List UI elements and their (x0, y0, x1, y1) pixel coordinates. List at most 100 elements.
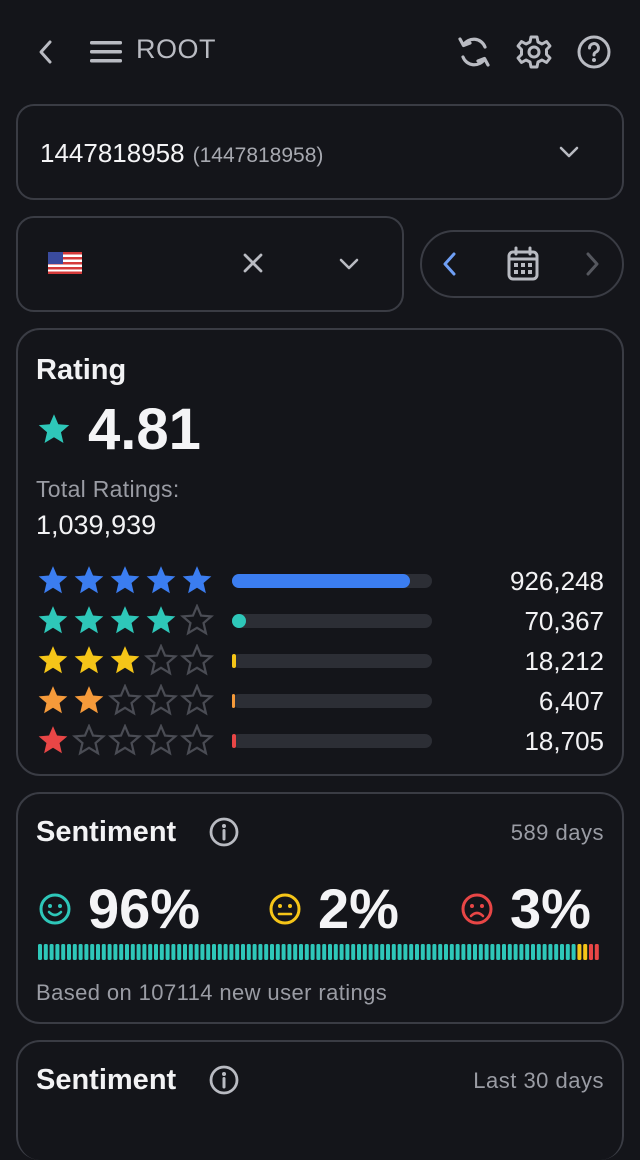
date-navigator (420, 230, 624, 298)
rating-count: 18,705 (524, 726, 604, 756)
sentiment-bar-segment (61, 944, 66, 960)
sentiment-bar-segment (119, 944, 124, 960)
sentiment-bar-segment (55, 944, 60, 960)
sentiment-bar-segment (84, 944, 89, 960)
sentiment-bar-segment (351, 944, 356, 960)
sentiment-bar-segment (322, 944, 327, 960)
sentiment-bar-segment (252, 944, 257, 960)
country-selector[interactable] (16, 216, 404, 312)
sad-face-icon (461, 893, 493, 925)
refresh-icon[interactable] (456, 34, 492, 70)
star-filled-icon (182, 566, 212, 594)
star-row-2 (36, 683, 216, 721)
sentiment-bar-segment (438, 944, 443, 960)
happy-face-icon (39, 893, 71, 925)
sentiment-bar-segment (287, 944, 292, 960)
star-empty-icon (179, 603, 215, 636)
sentiment-bar-segment (525, 944, 530, 960)
rating-card: Rating 4.81 Total Ratings: 1,039,939 926… (16, 328, 624, 776)
previous-chevron-icon[interactable] (440, 250, 460, 278)
sentiment-bar-segment (171, 944, 176, 960)
sentiment-bar-segment (90, 944, 95, 960)
star-row-1 (36, 723, 216, 761)
sentiment-bar-segment (571, 944, 576, 960)
sentiment-bar-segment (142, 944, 147, 960)
app-name-text: 1447818958 (40, 138, 185, 168)
sentiment-bar-segment (200, 944, 205, 960)
star-empty-icon (107, 723, 143, 756)
sentiment-bar-segment (507, 944, 512, 960)
sentiment-bar-segment (403, 944, 408, 960)
rating-bar-fill (232, 614, 246, 628)
back-chevron-icon[interactable] (34, 38, 58, 66)
sentiment-bar (38, 944, 599, 960)
sentiment-bar-segment (154, 944, 158, 960)
sentiment-bar-segment (107, 944, 112, 960)
app-selector[interactable]: 1447818958 (1447818958) (16, 104, 624, 200)
star-filled-icon (38, 606, 68, 634)
sentiment-bar-segment (113, 944, 118, 960)
star-row-5 (36, 564, 216, 601)
rating-bar-track (232, 654, 432, 668)
sentiment-bar-segment (183, 944, 187, 960)
star-empty-icon (71, 723, 107, 756)
star-empty-icon (179, 683, 215, 716)
sentiment-bar-segment (519, 944, 524, 960)
rating-bar-track (232, 614, 432, 628)
star-icon (38, 414, 70, 444)
sentiment-card: Sentiment 589 days 96% 2% 3% Based on 10… (16, 792, 624, 1024)
star-filled-icon (74, 686, 104, 714)
info-icon[interactable] (208, 1064, 240, 1096)
sentiment-bar-segment (165, 944, 170, 960)
sentiment-bar-segment (357, 944, 361, 960)
sentiment-bar-segment (386, 944, 390, 960)
star-filled-icon (38, 686, 68, 714)
menu-icon[interactable] (90, 40, 122, 64)
sentiment-bar-segment (206, 944, 211, 960)
chevron-down-icon[interactable] (558, 142, 580, 162)
calendar-icon[interactable] (506, 246, 540, 282)
sentiment-bar-segment (432, 944, 437, 960)
rating-count: 6,407 (538, 686, 604, 716)
next-chevron-icon[interactable] (582, 250, 602, 278)
help-icon[interactable] (576, 34, 612, 70)
star-empty-icon (179, 643, 215, 676)
sentiment-bar-segment (130, 944, 135, 960)
sentiment-bar-segment (345, 944, 350, 960)
clear-x-icon[interactable] (242, 252, 264, 274)
star-empty-icon (143, 643, 179, 676)
sentiment-bar-segment (136, 944, 141, 960)
sentiment-bar-segment (554, 944, 559, 960)
sentiment-bar-segment (235, 944, 240, 960)
chevron-down-icon[interactable] (338, 254, 360, 274)
sentiment-bar-segment (159, 944, 164, 960)
sentiment-bar-segment (542, 944, 547, 960)
app-id-label: (1447818958) (192, 144, 324, 167)
sentiment-bar-segment (374, 944, 379, 960)
sentiment-bar-segment (78, 944, 83, 960)
rating-bar-track (232, 694, 432, 708)
sentiment-bar-segment (577, 944, 582, 960)
star-empty-icon (143, 723, 179, 756)
sentiment-bar-segment (299, 944, 303, 960)
sentiment-bar-segment (397, 944, 402, 960)
rating-bar-track (232, 574, 432, 588)
rating-bar-fill (232, 734, 236, 748)
sentiment-bar-segment (229, 944, 234, 960)
sentiment-bar-segment (473, 944, 477, 960)
star-filled-icon (110, 606, 140, 634)
sentiment-bar-segment (513, 944, 518, 960)
info-icon[interactable] (208, 816, 240, 848)
sentiment-bar-segment (484, 944, 489, 960)
average-rating: 4.81 (88, 397, 201, 462)
sentiment-bar-segment (583, 944, 588, 960)
sentiment-bar-segment (467, 944, 472, 960)
rating-title: Rating (36, 354, 127, 386)
total-ratings-label: Total Ratings: (36, 476, 180, 502)
settings-gear-icon[interactable] (516, 34, 552, 70)
sentiment-bar-segment (241, 944, 245, 960)
star-empty-icon (143, 683, 179, 716)
sentiment-bar-segment (548, 944, 553, 960)
star-filled-icon (74, 646, 104, 674)
rating-bar-fill (232, 654, 236, 668)
